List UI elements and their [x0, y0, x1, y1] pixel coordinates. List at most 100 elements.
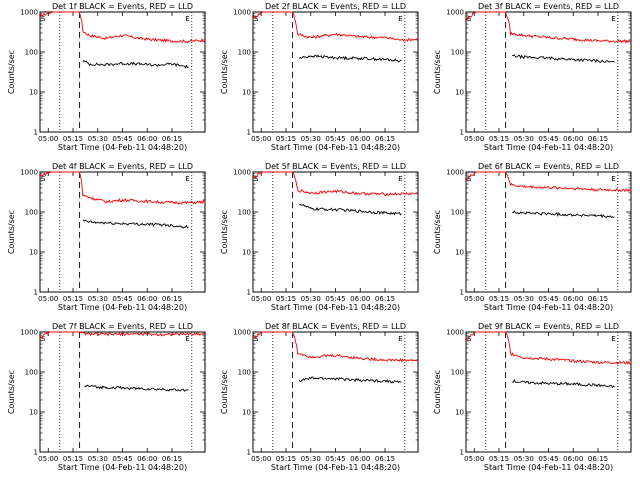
- y-tick-label: 1000: [20, 169, 38, 177]
- start-annotation: S: [254, 175, 259, 183]
- x-tick-label: 05:15: [276, 135, 296, 143]
- x-tick-label: 06:15: [588, 295, 608, 303]
- x-tick-label: 05:15: [489, 295, 509, 303]
- x-axis-label: Start Time (04-Feb-11 04:48:20): [58, 463, 187, 472]
- x-axis-label: Start Time (04-Feb-11 04:48:20): [484, 463, 613, 472]
- y-axis-label: Counts/sec: [220, 210, 229, 254]
- x-tick-label: 05:15: [276, 295, 296, 303]
- chart-title: Det 6f BLACK = Events, RED = LLD: [478, 162, 619, 171]
- y-tick-label: 1: [247, 289, 251, 297]
- x-tick-label: 05:45: [325, 135, 345, 143]
- y-tick-label: 1: [460, 129, 464, 137]
- plot-frame: [252, 11, 419, 133]
- y-tick-label: 10: [455, 249, 464, 257]
- chart-panel-1: Det 1f BLACK = Events, RED = LLD 1 10 100 10…: [7, 2, 206, 152]
- x-tick-label: 05:00: [464, 455, 484, 463]
- y-tick-label: 1000: [446, 329, 464, 337]
- series-line-lld: [253, 171, 419, 196]
- chart-panel-6: Det 6f BLACK = Events, RED = LLD 1 10 100 10…: [433, 162, 632, 312]
- x-tick-label: 06:00: [563, 455, 583, 463]
- chart-panel-9: Det 9f BLACK = Events, RED = LLD 1 10 100 10…: [433, 322, 632, 472]
- x-tick-label: 05:30: [514, 295, 534, 303]
- chart-panel-7: Det 7f BLACK = Events, RED = LLD 1 10 100 10…: [7, 322, 206, 472]
- series-line-events: [512, 54, 615, 64]
- chart-title: Det 4f BLACK = Events, RED = LLD: [52, 162, 193, 171]
- y-axis-label: Counts/sec: [7, 50, 16, 94]
- plot-frame: [465, 11, 632, 133]
- x-tick-label: 05:30: [301, 135, 321, 143]
- end-annotation: E: [398, 15, 402, 23]
- y-axis-label: Counts/sec: [220, 370, 229, 414]
- plot-frame: [39, 171, 206, 293]
- series-line-lld: [465, 331, 632, 366]
- y-axis-label: Counts/sec: [7, 370, 16, 414]
- chart-title: Det 3f BLACK = Events, RED = LLD: [478, 2, 619, 11]
- y-tick-label: 1000: [20, 9, 38, 17]
- y-tick-label: 1: [247, 129, 251, 137]
- x-tick-label: 06:00: [350, 295, 370, 303]
- chart-title: Det 8f BLACK = Events, RED = LLD: [265, 322, 406, 331]
- chart-panel-8: Det 8f BLACK = Events, RED = LLD 1 10 100 10…: [220, 322, 419, 472]
- x-axis-label: Start Time (04-Feb-11 04:48:20): [58, 303, 187, 312]
- y-tick-label: 1000: [446, 9, 464, 17]
- y-axis-label: Counts/sec: [433, 50, 442, 94]
- x-tick-label: 06:00: [137, 295, 157, 303]
- y-tick-label: 1: [460, 289, 464, 297]
- x-tick-label: 05:45: [538, 295, 558, 303]
- start-annotation: S: [41, 335, 46, 343]
- x-tick-label: 05:00: [38, 455, 58, 463]
- series-line-events: [512, 210, 615, 219]
- x-tick-label: 05:00: [38, 295, 58, 303]
- x-tick-label: 05:30: [301, 295, 321, 303]
- y-tick-label: 100: [238, 369, 251, 377]
- x-tick-label: 06:15: [375, 295, 395, 303]
- x-tick-label: 05:45: [538, 135, 558, 143]
- chart-panel-4: Det 4f BLACK = Events, RED = LLD 1 10 100 10…: [7, 162, 206, 312]
- y-axis-label: Counts/sec: [220, 50, 229, 94]
- y-tick-label: 1: [247, 449, 251, 457]
- plot-frame: [465, 331, 632, 453]
- x-tick-label: 05:30: [88, 455, 108, 463]
- x-tick-label: 05:30: [514, 135, 534, 143]
- series-line-lld: [39, 11, 206, 44]
- y-axis-label: Counts/sec: [7, 210, 16, 254]
- start-annotation: S: [467, 175, 472, 183]
- x-axis-label: Start Time (04-Feb-11 04:48:20): [271, 303, 400, 312]
- x-tick-label: 05:00: [464, 295, 484, 303]
- y-tick-label: 10: [455, 89, 464, 97]
- plot-frame: [39, 331, 206, 453]
- series-line-lld: [465, 171, 632, 193]
- end-annotation: E: [398, 175, 402, 183]
- x-tick-label: 05:15: [276, 455, 296, 463]
- y-tick-label: 10: [242, 409, 251, 417]
- x-tick-label: 05:45: [112, 295, 132, 303]
- y-tick-label: 100: [451, 49, 464, 57]
- chart-title: Det 1f BLACK = Events, RED = LLD: [52, 2, 193, 11]
- x-tick-label: 06:00: [137, 135, 157, 143]
- x-axis-label: Start Time (04-Feb-11 04:48:20): [271, 143, 400, 152]
- series-line-lld: [39, 331, 206, 340]
- chart-title: Det 2f BLACK = Events, RED = LLD: [265, 2, 406, 11]
- y-tick-label: 100: [238, 49, 251, 57]
- series-line-events: [84, 384, 189, 392]
- chart-panel-5: Det 5f BLACK = Events, RED = LLD 1 10 100 10…: [220, 162, 419, 312]
- x-axis-label: Start Time (04-Feb-11 04:48:20): [58, 143, 187, 152]
- y-tick-label: 100: [25, 49, 38, 57]
- end-annotation: E: [611, 15, 615, 23]
- series-line-lld: [39, 171, 206, 205]
- x-tick-label: 05:00: [251, 295, 271, 303]
- y-tick-label: 1000: [20, 329, 38, 337]
- y-tick-label: 1000: [446, 169, 464, 177]
- x-tick-label: 05:00: [251, 135, 271, 143]
- x-tick-label: 06:00: [137, 455, 157, 463]
- series-line-lld: [252, 11, 419, 42]
- y-tick-label: 100: [451, 209, 464, 217]
- start-annotation: S: [467, 335, 472, 343]
- x-tick-label: 06:00: [563, 295, 583, 303]
- y-axis-label: Counts/sec: [433, 370, 442, 414]
- x-tick-label: 06:15: [588, 135, 608, 143]
- y-tick-label: 10: [29, 89, 38, 97]
- y-tick-label: 1: [460, 449, 464, 457]
- chart-panel-2: Det 2f BLACK = Events, RED = LLD 1 10 100 10…: [220, 2, 419, 152]
- x-tick-label: 05:00: [251, 455, 271, 463]
